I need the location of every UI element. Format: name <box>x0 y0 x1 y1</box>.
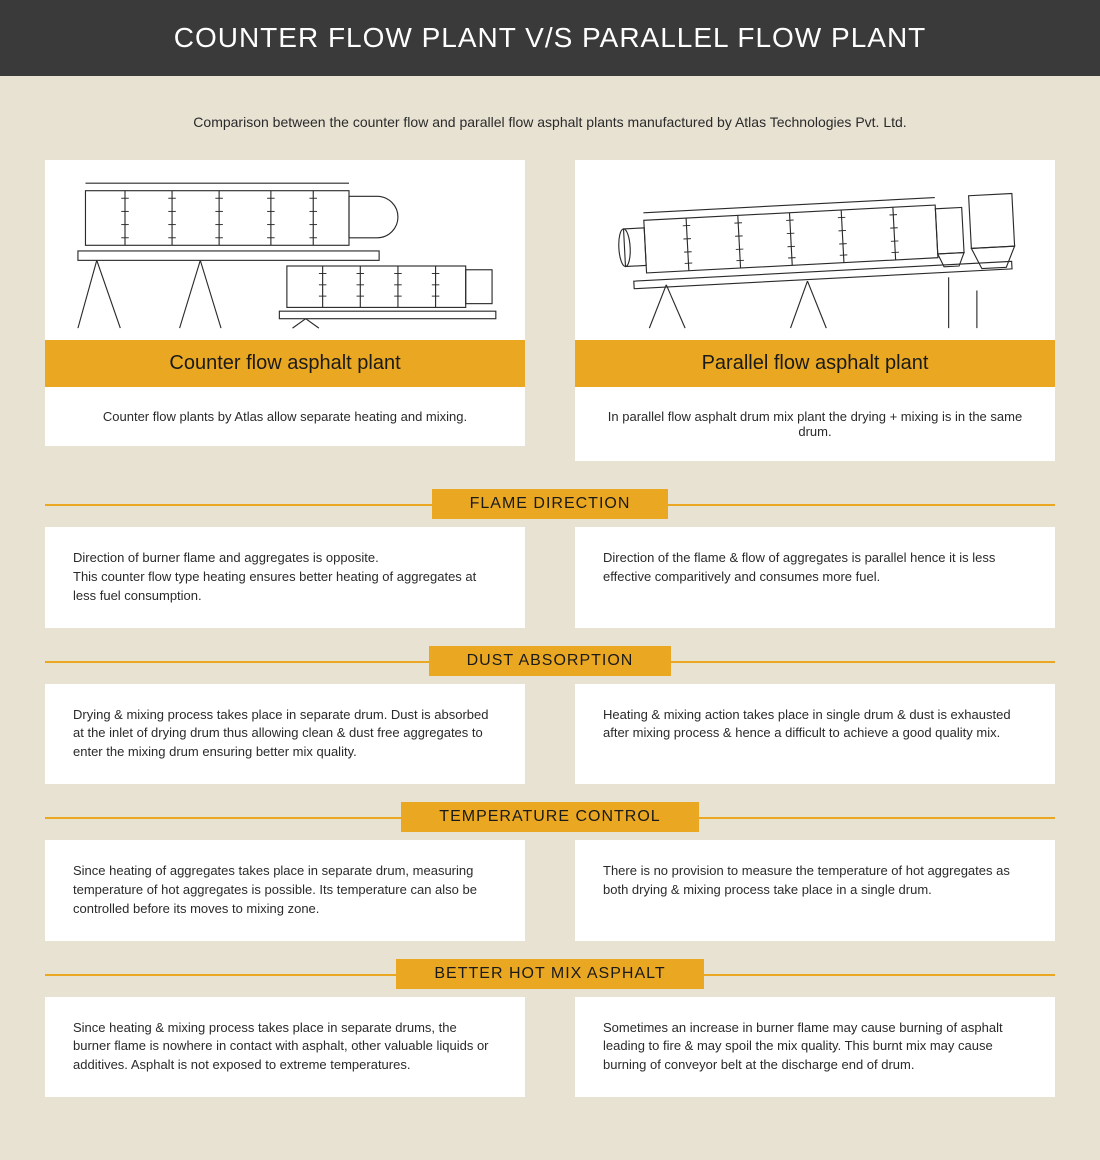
section-row: Since heating of aggregates takes place … <box>45 840 1055 941</box>
section-header: FLAME DIRECTION <box>45 489 1055 519</box>
parallel-flow-title: Parallel flow asphalt plant <box>575 340 1055 387</box>
section-cell-right: Sometimes an increase in burner flame ma… <box>575 997 1055 1098</box>
section-row: Drying & mixing process takes place in s… <box>45 684 1055 785</box>
section-row: Direction of burner flame and aggregates… <box>45 527 1055 628</box>
comparison-section: DUST ABSORPTION Drying & mixing process t… <box>45 646 1055 785</box>
section-cell-right: Heating & mixing action takes place in s… <box>575 684 1055 785</box>
section-label: BETTER HOT MIX ASPHALT <box>396 959 703 989</box>
parallel-flow-illustration <box>585 170 1045 330</box>
subtitle-text: Comparison between the counter flow and … <box>0 76 1100 160</box>
parallel-flow-column: Parallel flow asphalt plant In parallel … <box>575 160 1055 461</box>
section-header: BETTER HOT MIX ASPHALT <box>45 959 1055 989</box>
section-cell-left: Direction of burner flame and aggregates… <box>45 527 525 628</box>
comparison-section: FLAME DIRECTION Direction of burner flame… <box>45 489 1055 628</box>
section-cell-left: Since heating of aggregates takes place … <box>45 840 525 941</box>
counter-flow-drawing <box>45 160 525 340</box>
comparison-sections: FLAME DIRECTION Direction of burner flame… <box>45 489 1055 1097</box>
counter-flow-illustration <box>55 170 515 330</box>
content-area: Counter flow asphalt plant Counter flow … <box>0 160 1100 1160</box>
section-label: FLAME DIRECTION <box>432 489 669 519</box>
section-cell-left: Since heating & mixing process takes pla… <box>45 997 525 1098</box>
parallel-flow-drawing <box>575 160 1055 340</box>
parallel-flow-desc: In parallel flow asphalt drum mix plant … <box>575 387 1055 461</box>
comparison-section: BETTER HOT MIX ASPHALT Since heating & mi… <box>45 959 1055 1098</box>
section-header: TEMPERATURE CONTROL <box>45 802 1055 832</box>
section-cell-right: Direction of the flame & flow of aggrega… <box>575 527 1055 628</box>
section-cell-left: Drying & mixing process takes place in s… <box>45 684 525 785</box>
comparison-section: TEMPERATURE CONTROL Since heating of aggr… <box>45 802 1055 941</box>
counter-flow-desc: Counter flow plants by Atlas allow separ… <box>45 387 525 446</box>
counter-flow-column: Counter flow asphalt plant Counter flow … <box>45 160 525 461</box>
section-label: TEMPERATURE CONTROL <box>401 802 698 832</box>
plants-row: Counter flow asphalt plant Counter flow … <box>45 160 1055 461</box>
counter-flow-title: Counter flow asphalt plant <box>45 340 525 387</box>
page-title: COUNTER FLOW PLANT V/S PARALLEL FLOW PLA… <box>0 0 1100 76</box>
section-header: DUST ABSORPTION <box>45 646 1055 676</box>
section-row: Since heating & mixing process takes pla… <box>45 997 1055 1098</box>
section-label: DUST ABSORPTION <box>429 646 672 676</box>
section-cell-right: There is no provision to measure the tem… <box>575 840 1055 941</box>
